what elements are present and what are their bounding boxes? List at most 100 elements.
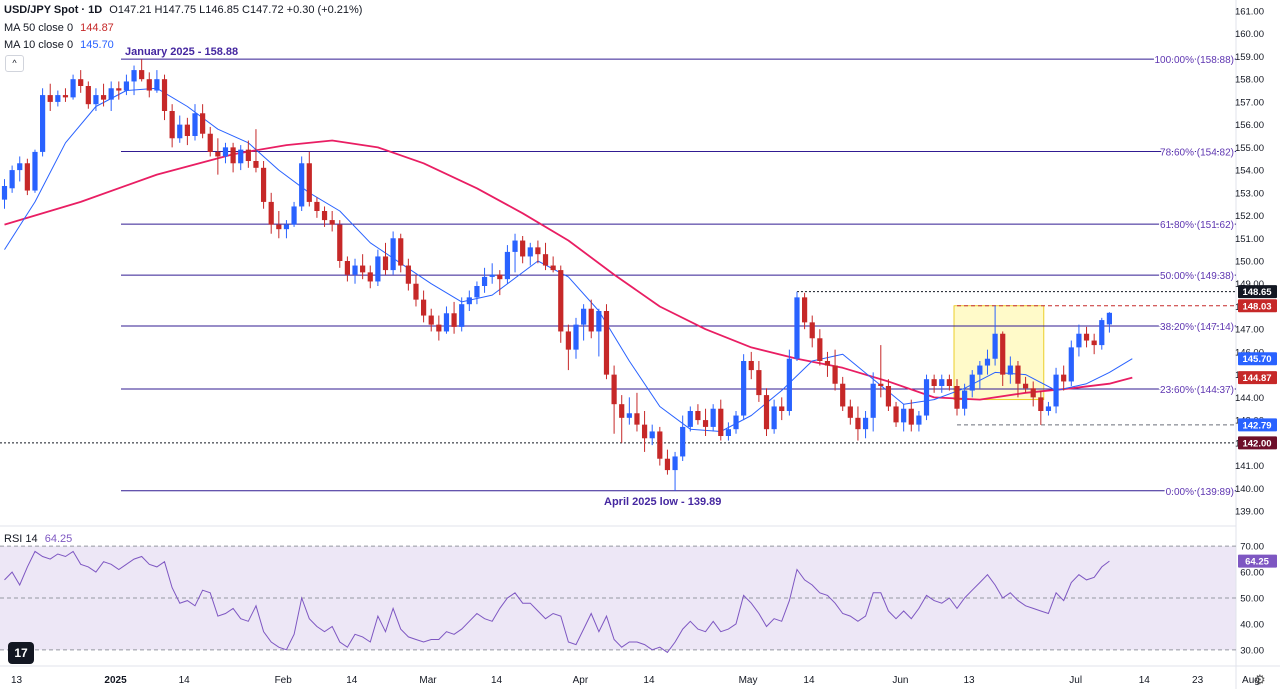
candle-body xyxy=(260,167,267,202)
candle-body xyxy=(1076,333,1082,348)
candle-body xyxy=(763,395,770,430)
candle-body xyxy=(527,247,533,257)
candle-body xyxy=(946,379,952,386)
candle-body xyxy=(992,333,998,359)
candle-body xyxy=(1022,383,1029,389)
candle-body xyxy=(885,386,892,407)
candle-body xyxy=(55,95,61,102)
candle-body xyxy=(62,95,69,98)
price-tag-bg xyxy=(1238,418,1277,432)
candle-body xyxy=(169,111,175,139)
candle-body xyxy=(116,88,122,91)
rsi-label: RSI 14 xyxy=(4,533,38,545)
price-tick-label: 161.00 xyxy=(1235,7,1264,18)
candle-body xyxy=(702,420,709,427)
candle-body xyxy=(1038,397,1044,411)
ma10-label: MA 10 close 0 xyxy=(4,39,74,51)
candle-body xyxy=(901,408,907,423)
candle-body xyxy=(802,297,808,323)
candle-body xyxy=(9,170,15,189)
annotation-top: January 2025 - 158.88 xyxy=(125,46,238,58)
fib-label: 0.00% (139.89) xyxy=(1166,487,1234,498)
price-tag-label: 142.79 xyxy=(1242,420,1271,431)
rsi-tick-label: 40.00 xyxy=(1240,619,1264,630)
price-tag-bg xyxy=(1238,352,1277,366)
time-tick-label: May xyxy=(739,675,758,686)
candle-body xyxy=(85,86,91,105)
candle-body xyxy=(451,313,457,327)
candle-body xyxy=(603,311,610,375)
ma50-legend[interactable]: MA 50 close 0 144.87 xyxy=(4,22,118,34)
candle-body xyxy=(893,406,899,423)
time-tick-label: Apr xyxy=(573,675,589,686)
rsi-tick-label: 50.00 xyxy=(1240,594,1264,605)
candle-body xyxy=(382,256,389,271)
candle-body xyxy=(817,338,823,361)
time-tick-label: 14 xyxy=(346,675,358,686)
fib-label: 50.00% (149.38) xyxy=(1160,271,1234,282)
price-tag-bg xyxy=(1238,299,1277,313)
collapse-legend-button[interactable]: ^ xyxy=(5,55,24,72)
candle-body xyxy=(680,426,686,457)
time-tick-label: Jul xyxy=(1069,675,1082,686)
tradingview-logo-icon[interactable]: 17 xyxy=(8,642,34,664)
time-tick-label: 14 xyxy=(179,675,191,686)
rsi-value: 64.25 xyxy=(44,533,73,545)
candle-body xyxy=(1007,365,1013,375)
rsi-legend[interactable]: RSI 14 64.25 xyxy=(4,533,76,545)
price-tick-label: 147.00 xyxy=(1235,325,1264,336)
candle-body xyxy=(657,431,663,459)
candle-body xyxy=(870,383,876,418)
candle-body xyxy=(1030,388,1036,398)
ma10-legend[interactable]: MA 10 close 0 145.70 xyxy=(4,39,118,51)
candle-body xyxy=(238,149,244,164)
candle-body xyxy=(809,322,815,339)
candle-body xyxy=(664,458,671,471)
candle-body xyxy=(184,124,190,136)
gear-icon[interactable]: ⚙ xyxy=(1254,672,1266,687)
time-tick-label: Aug xyxy=(1242,675,1260,686)
candle-body xyxy=(283,224,290,230)
candle-body xyxy=(1015,365,1021,384)
candle-body xyxy=(779,406,785,411)
candle-body xyxy=(1,186,8,200)
price-tick-label: 140.00 xyxy=(1235,484,1264,495)
ohlc-readout: O147.21 H147.75 L146.85 C147.72 +0.30 (+… xyxy=(109,4,363,16)
time-tick-label: Jun xyxy=(892,675,908,686)
candle-body xyxy=(154,79,160,91)
candle-body xyxy=(558,270,564,332)
candle-body xyxy=(390,238,396,271)
candle-body xyxy=(1106,312,1112,325)
candle-body xyxy=(78,79,84,86)
candle-body xyxy=(466,297,472,305)
candle-body xyxy=(329,220,335,225)
price-tick-label: 157.00 xyxy=(1235,97,1264,108)
candle-body xyxy=(535,247,541,255)
price-tick-label: 158.00 xyxy=(1235,75,1264,86)
candle-body xyxy=(977,365,983,375)
candle-body xyxy=(649,431,655,439)
price-tick-label: 156.00 xyxy=(1235,120,1264,131)
time-tick-label: 13 xyxy=(963,675,975,686)
candle-body xyxy=(337,224,343,261)
candle-body xyxy=(93,95,99,105)
candle-body xyxy=(1061,374,1067,382)
candle-body xyxy=(291,206,297,225)
candle-body xyxy=(512,240,518,252)
candle-body xyxy=(139,70,145,80)
price-tick-label: 139.00 xyxy=(1235,507,1264,518)
candle-body xyxy=(276,224,282,230)
candle-body xyxy=(40,95,46,152)
candle-body xyxy=(17,163,23,171)
symbol-title[interactable]: USD/JPY Spot · 1D xyxy=(4,4,103,16)
candle-body xyxy=(123,81,130,91)
price-tick-label: 151.00 xyxy=(1235,234,1264,245)
highlight-box xyxy=(953,305,1045,401)
rsi-tag-label: 64.25 xyxy=(1245,557,1269,568)
price-tag-label: 145.70 xyxy=(1242,354,1271,365)
candle-body xyxy=(565,331,571,350)
candle-body xyxy=(611,374,617,405)
candle-body xyxy=(878,383,884,386)
candle-body xyxy=(862,417,869,430)
candle-body xyxy=(253,161,259,168)
